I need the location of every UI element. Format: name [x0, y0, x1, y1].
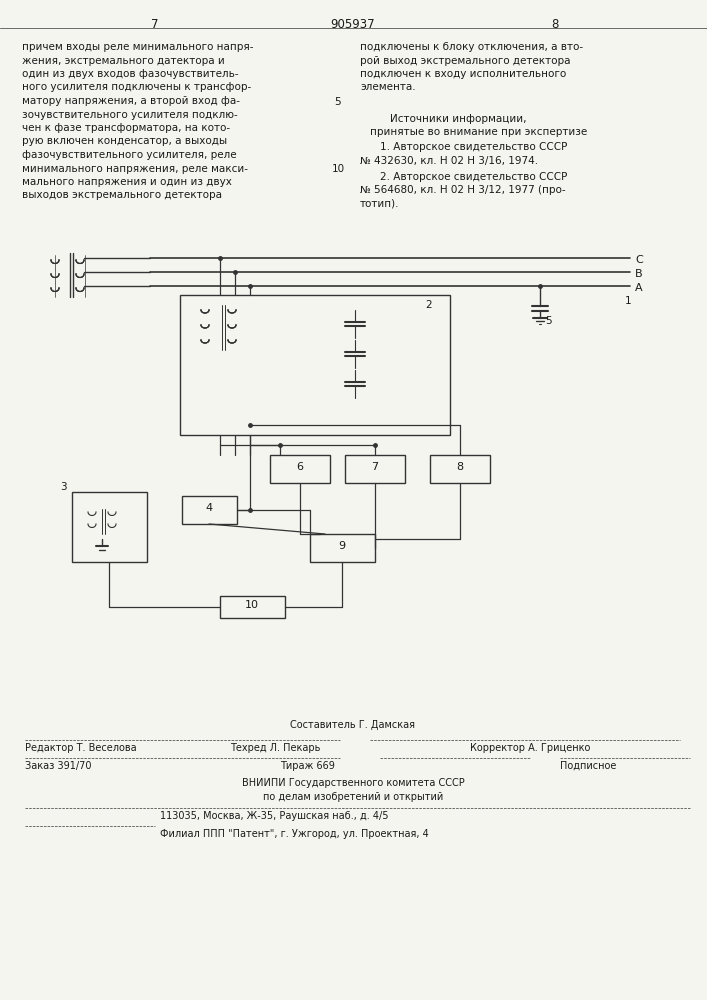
Text: по делам изобретений и открытий: по делам изобретений и открытий: [263, 792, 443, 802]
Bar: [72, 492, 147, 562]
Bar: [270, 455, 330, 483]
Text: 2: 2: [425, 300, 432, 310]
Text: Корректор А. Гриценко: Корректор А. Гриценко: [470, 743, 590, 753]
Text: 1. Авторское свидетельство СССР: 1. Авторское свидетельство СССР: [380, 142, 568, 152]
Text: 7: 7: [151, 18, 159, 31]
Text: рую включен конденсатор, а выходы: рую включен конденсатор, а выходы: [22, 136, 227, 146]
Text: 8: 8: [551, 18, 559, 31]
Text: принятые во внимание при экспертизе: принятые во внимание при экспертизе: [370, 127, 588, 137]
Text: 5: 5: [545, 316, 551, 326]
Text: № 432630, кл. Н 02 Н 3/16, 1974.: № 432630, кл. Н 02 Н 3/16, 1974.: [360, 156, 538, 166]
Text: 10: 10: [332, 164, 344, 174]
Text: A: A: [635, 283, 643, 293]
Bar: [220, 596, 285, 618]
Text: выходов экстремального детектора: выходов экстремального детектора: [22, 190, 222, 200]
Text: тотип).: тотип).: [360, 198, 399, 209]
Text: один из двух входов фазочувствитель-: один из двух входов фазочувствитель-: [22, 69, 239, 79]
Bar: [180, 295, 450, 435]
Text: мального напряжения и один из двух: мального напряжения и один из двух: [22, 177, 232, 187]
Text: матору напряжения, а второй вход фа-: матору напряжения, а второй вход фа-: [22, 96, 240, 106]
Text: 113035, Москва, Ж-35, Раушская наб., д. 4/5: 113035, Москва, Ж-35, Раушская наб., д. …: [160, 811, 389, 821]
Text: Тираж 669: Тираж 669: [280, 761, 335, 771]
Bar: [182, 496, 237, 524]
Text: 6: 6: [296, 462, 303, 472]
Text: Составитель Г. Дамская: Составитель Г. Дамская: [291, 720, 416, 730]
Text: 4: 4: [206, 503, 213, 513]
Text: фазочувствительного усилителя, реле: фазочувствительного усилителя, реле: [22, 150, 237, 160]
Text: элемента.: элемента.: [360, 83, 416, 93]
Text: чен к фазе трансформатора, на кото-: чен к фазе трансформатора, на кото-: [22, 123, 230, 133]
Text: Заказ 391/70: Заказ 391/70: [25, 761, 91, 771]
Bar: [310, 534, 375, 562]
Text: подключены к блоку отключения, а вто-: подключены к блоку отключения, а вто-: [360, 42, 583, 52]
Text: C: C: [635, 255, 643, 265]
Text: Подписное: Подписное: [560, 761, 617, 771]
Text: 5: 5: [334, 97, 341, 107]
Bar: [345, 455, 405, 483]
Text: причем входы реле минимального напря-: причем входы реле минимального напря-: [22, 42, 254, 52]
Text: 3: 3: [60, 482, 66, 492]
Text: зочувствительного усилителя подклю-: зочувствительного усилителя подклю-: [22, 109, 238, 119]
Text: № 564680, кл. Н 02 Н 3/12, 1977 (про-: № 564680, кл. Н 02 Н 3/12, 1977 (про-: [360, 185, 566, 195]
Text: минимального напряжения, реле макси-: минимального напряжения, реле макси-: [22, 163, 248, 174]
Text: 10: 10: [245, 600, 259, 610]
Text: 2. Авторское свидетельство СССР: 2. Авторское свидетельство СССР: [380, 172, 568, 182]
Text: Источники информации,: Источники информации,: [390, 113, 527, 123]
Text: 9: 9: [339, 541, 346, 551]
Text: B: B: [635, 269, 643, 279]
Text: 7: 7: [371, 462, 378, 472]
Text: Филиал ППП "Патент", г. Ужгород, ул. Проектная, 4: Филиал ППП "Патент", г. Ужгород, ул. Про…: [160, 829, 428, 839]
Text: подключен к входу исполнительного: подключен к входу исполнительного: [360, 69, 566, 79]
Bar: [430, 455, 490, 483]
Text: Редактор Т. Веселова: Редактор Т. Веселова: [25, 743, 136, 753]
Text: 8: 8: [457, 462, 464, 472]
Text: Техред Л. Пекарь: Техред Л. Пекарь: [230, 743, 320, 753]
Text: 905937: 905937: [331, 18, 375, 31]
Text: жения, экстремального датектора и: жения, экстремального датектора и: [22, 55, 225, 66]
Text: рой выход экстремального детектора: рой выход экстремального детектора: [360, 55, 571, 66]
Text: 1: 1: [625, 296, 631, 306]
Text: ВНИИПИ Государственного комитета СССР: ВНИИПИ Государственного комитета СССР: [242, 778, 464, 788]
Text: ного усилителя подключены к трансфор-: ного усилителя подключены к трансфор-: [22, 83, 251, 93]
